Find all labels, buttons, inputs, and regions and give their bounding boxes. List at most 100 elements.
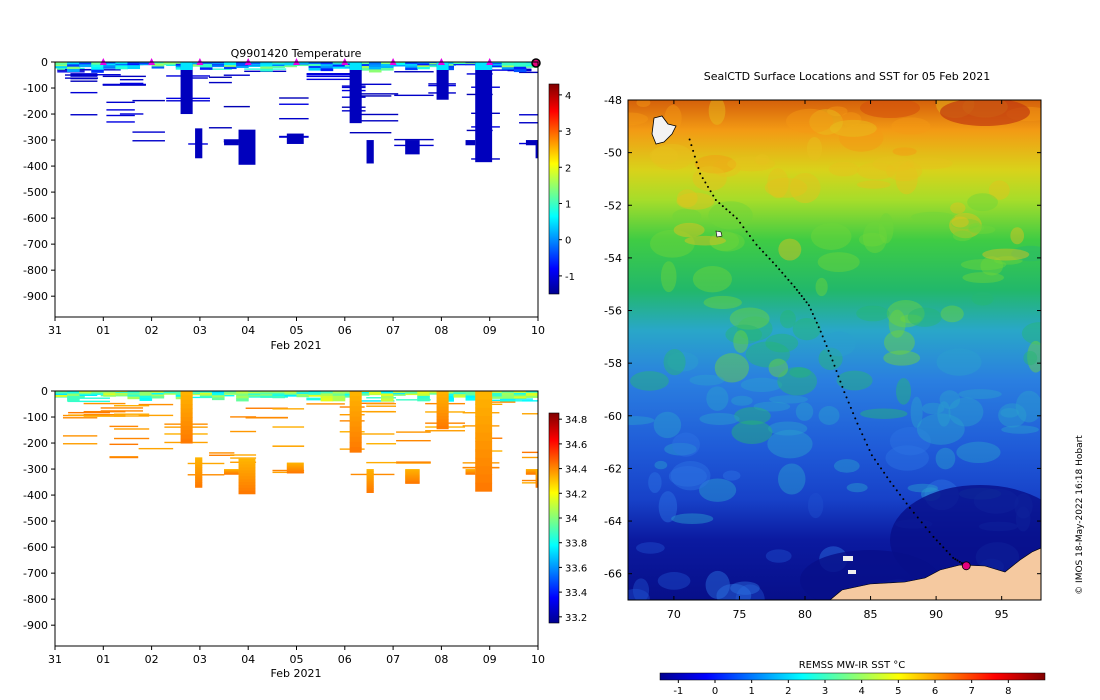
y-tick-label: -700 — [23, 567, 48, 580]
temperature-title: Q9901420 Temperature — [231, 47, 362, 60]
surface-cell — [284, 64, 297, 67]
deep-cell — [195, 469, 203, 473]
sst-patch — [949, 212, 982, 239]
sst-patch — [657, 572, 691, 590]
deep-cell — [366, 476, 374, 480]
surface-cell — [429, 62, 442, 64]
map-axes: 70 75 80 85 90 95 -48 -50 -52 -54 -56 -58 -60 -62 -64 -… — [604, 94, 1041, 621]
colorbar-tick-label: 34.2 — [565, 489, 587, 500]
x-tick-label: 08 — [434, 324, 448, 337]
profile-strip — [119, 78, 144, 81]
sst-patch — [1001, 425, 1039, 434]
x-tick-label: 01 — [96, 653, 110, 666]
colorbar-tick-label: 33.4 — [565, 588, 587, 599]
surface-cell — [284, 393, 297, 396]
surface-cell — [79, 391, 92, 393]
x-tick-label: 80 — [798, 608, 812, 621]
surface-cell — [525, 392, 538, 395]
surface-cell — [513, 69, 527, 73]
profile-strip — [521, 482, 538, 484]
deep-cell — [405, 478, 420, 481]
surface-cell — [139, 398, 153, 401]
profile-strip — [425, 430, 466, 432]
sst-patch — [840, 112, 862, 127]
profile-strip — [306, 73, 353, 76]
profile-strip — [209, 454, 235, 456]
temperature-axes: 0 -100 -200 -300 -400 -500 -600 -700 -800 -900 31 0… — [23, 56, 545, 337]
x-tick-label: 07 — [386, 324, 400, 337]
deep-cell — [405, 477, 420, 480]
track-point — [932, 535, 935, 538]
surface-cell — [320, 62, 334, 65]
deep-cell — [238, 482, 256, 486]
surface-cell — [296, 62, 310, 64]
surface-cell — [513, 392, 527, 396]
surface-cell — [103, 63, 116, 66]
profile-strip — [187, 474, 225, 476]
profile-strip — [132, 131, 165, 133]
x-tick-label: 02 — [145, 324, 159, 337]
sst-patch — [968, 225, 996, 235]
deep-cell — [195, 482, 203, 486]
profile-strip — [119, 82, 144, 85]
deep-cell — [366, 472, 374, 476]
profile-strip — [208, 81, 232, 84]
surface-cell — [308, 62, 322, 65]
sst-patch — [706, 386, 729, 411]
deep-cell — [238, 473, 256, 477]
deep-cell — [349, 401, 362, 407]
track-point — [742, 226, 745, 229]
imos-credit: © IMOS 18-May-2022 16:18 Hobart — [1075, 435, 1085, 595]
sst-patch — [883, 330, 915, 355]
deep-cell — [366, 140, 374, 164]
track-point — [854, 417, 857, 420]
y-tick-label: -500 — [23, 515, 48, 528]
x-tick-label: 03 — [193, 653, 207, 666]
sst-patch — [663, 348, 686, 376]
track-point — [895, 489, 898, 492]
track-point — [690, 144, 693, 147]
sst-patch — [712, 159, 741, 177]
profile-strip — [109, 425, 139, 428]
deep-cell — [224, 473, 239, 475]
deep-cell — [195, 128, 203, 159]
surface-cell — [211, 63, 225, 65]
temperature-colorbar: 4 3 2 1 0 -1 — [548, 83, 575, 295]
surface-cell — [236, 395, 249, 399]
colorbar-gradient — [548, 83, 560, 295]
sst-patch — [916, 413, 965, 445]
y-tick-label: -66 — [604, 568, 622, 581]
deep-cell — [180, 391, 193, 396]
temperature-data — [55, 62, 538, 165]
sst-patch — [649, 229, 695, 258]
surface-cell — [67, 62, 80, 65]
surface-cell — [501, 392, 515, 396]
surface-cell — [465, 391, 479, 394]
track-point — [876, 463, 879, 466]
track-point — [956, 559, 959, 562]
profile-strip — [64, 68, 99, 71]
sst-patch — [670, 461, 711, 491]
deep-cell — [366, 480, 374, 484]
track-point — [807, 304, 810, 307]
surface-cell — [79, 62, 92, 64]
y-tick-label: -60 — [604, 410, 622, 423]
surface-cell — [67, 64, 80, 68]
surface-cell — [91, 69, 104, 73]
surface-cell — [163, 391, 177, 394]
deep-cell — [405, 480, 420, 483]
track-point — [858, 427, 861, 430]
surface-cell — [260, 62, 273, 65]
x-tick-label: 05 — [290, 324, 304, 337]
surface-cell — [91, 67, 104, 71]
profile-strip — [306, 78, 353, 81]
sst-patch — [779, 309, 796, 329]
surface-cell — [272, 63, 285, 66]
track-point — [805, 301, 808, 304]
sst-patch — [968, 223, 985, 233]
sst-patch — [935, 447, 956, 470]
surface-cell — [67, 398, 80, 402]
surface-cell — [356, 391, 370, 393]
track-point — [778, 268, 781, 271]
sst-patch — [807, 492, 824, 519]
